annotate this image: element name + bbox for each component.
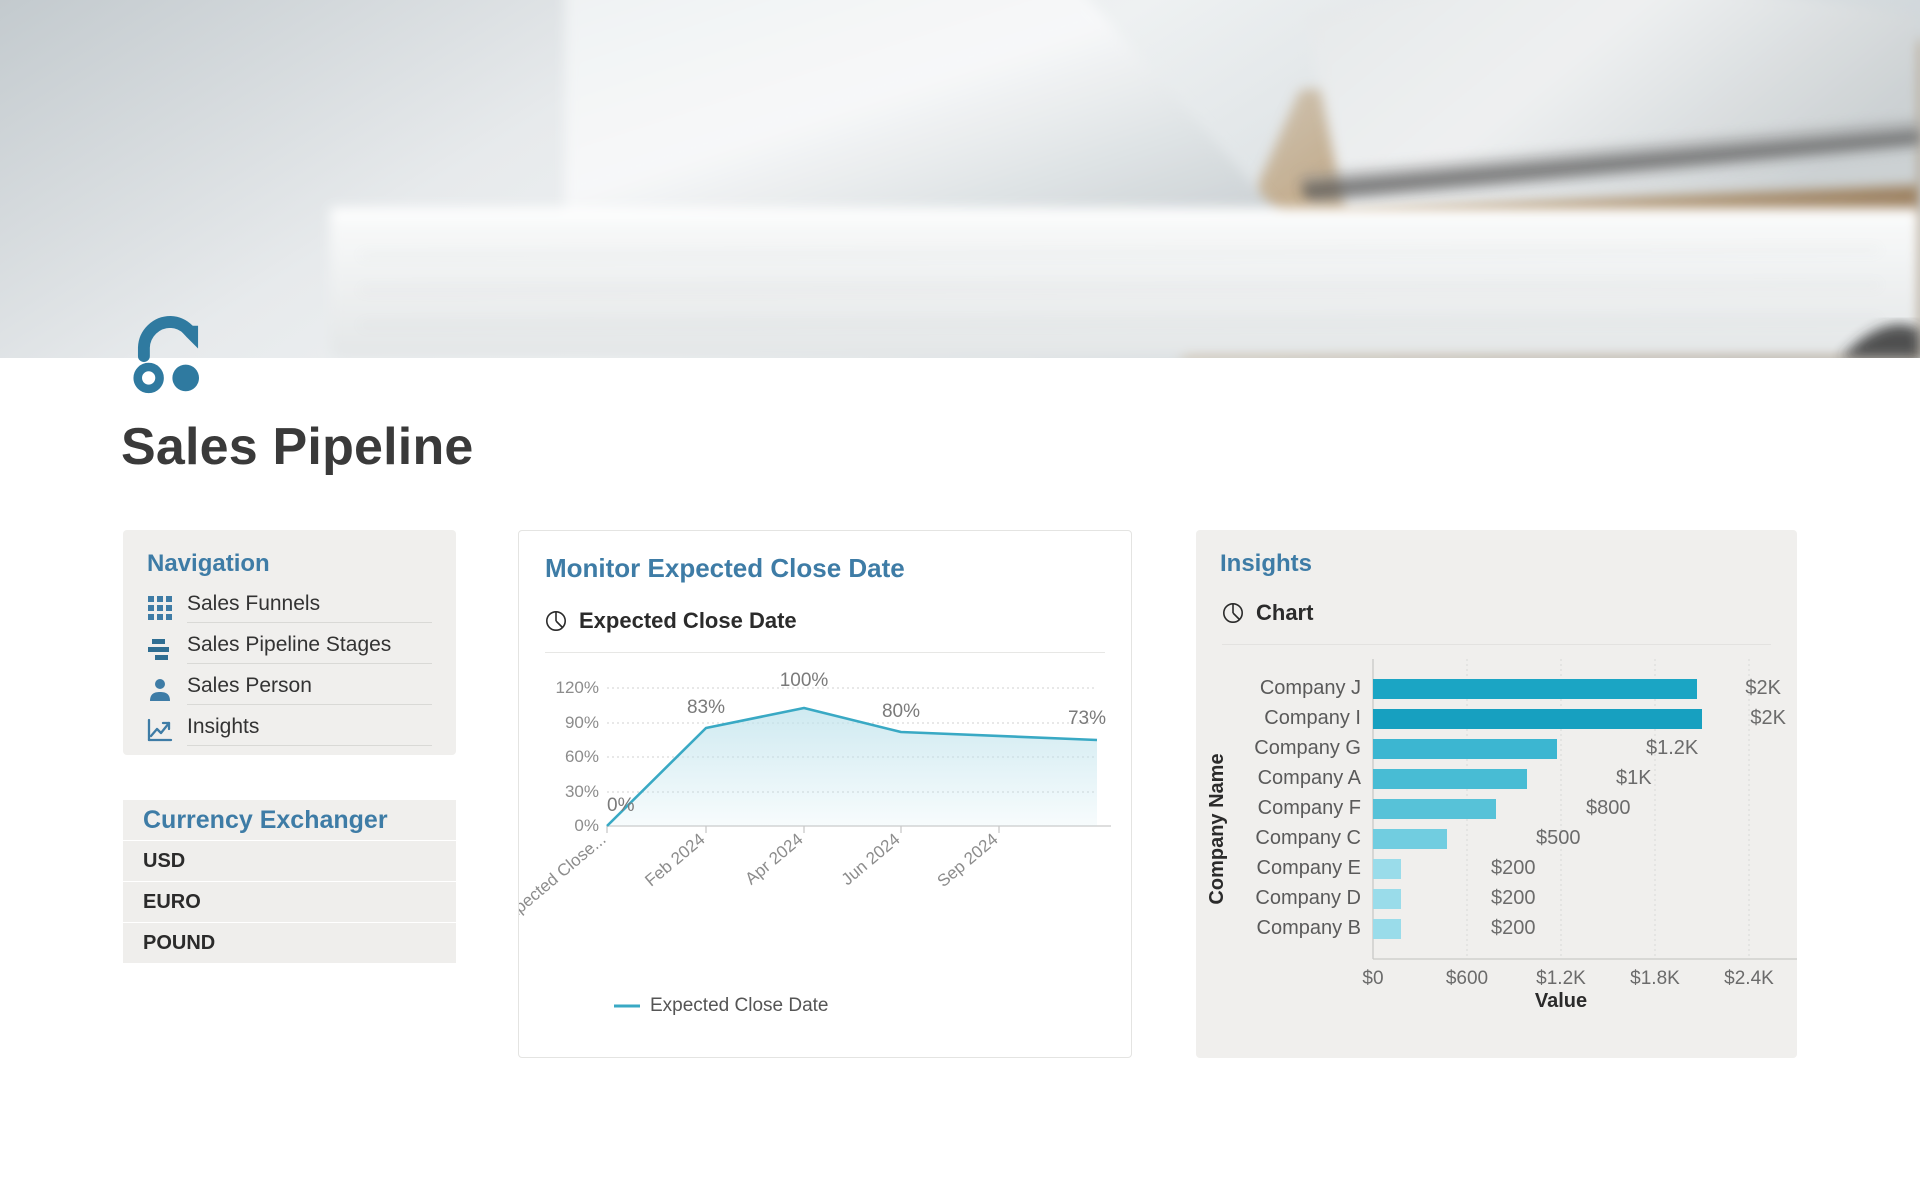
- svg-text:Company B: Company B: [1257, 917, 1362, 939]
- svg-text:0%: 0%: [607, 795, 635, 816]
- svg-text:Company A: Company A: [1258, 767, 1362, 789]
- svg-text:30%: 30%: [565, 782, 599, 801]
- svg-text:$1.2K: $1.2K: [1536, 968, 1586, 989]
- svg-text:Company G: Company G: [1254, 737, 1361, 759]
- svg-text:$600: $600: [1446, 968, 1488, 989]
- svg-text:Feb 2024: Feb 2024: [641, 830, 708, 891]
- svg-text:60%: 60%: [565, 747, 599, 766]
- svg-text:80%: 80%: [882, 701, 920, 722]
- svg-text:Company Name: Company Name: [1206, 753, 1228, 904]
- svg-text:Company J: Company J: [1260, 677, 1361, 699]
- svg-text:$2K: $2K: [1745, 677, 1781, 699]
- svg-text:Company D: Company D: [1255, 887, 1361, 909]
- svg-text:$1K: $1K: [1616, 767, 1652, 789]
- svg-text:Jun 2024: Jun 2024: [838, 830, 904, 890]
- svg-text:90%: 90%: [565, 713, 599, 732]
- svg-text:Company F: Company F: [1258, 797, 1361, 819]
- svg-text:$2.4K: $2.4K: [1724, 968, 1774, 989]
- svg-text:$1.8K: $1.8K: [1630, 968, 1680, 989]
- svg-text:$200: $200: [1491, 857, 1536, 879]
- svg-text:120%: 120%: [556, 678, 599, 697]
- svg-text:$500: $500: [1536, 827, 1581, 849]
- svg-text:73%: 73%: [1068, 708, 1106, 729]
- svg-text:83%: 83%: [687, 697, 725, 718]
- svg-text:Company C: Company C: [1255, 827, 1361, 849]
- svg-text:$0: $0: [1362, 968, 1383, 989]
- svg-text:$200: $200: [1491, 917, 1536, 939]
- svg-text:Sep 2024: Sep 2024: [934, 830, 1002, 891]
- svg-text:$2K: $2K: [1750, 707, 1786, 729]
- svg-text:Company E: Company E: [1257, 857, 1362, 879]
- svg-text:$1.2K: $1.2K: [1646, 737, 1699, 759]
- svg-text:Apr 2024: Apr 2024: [742, 830, 807, 889]
- svg-text:Value: Value: [1535, 990, 1587, 1009]
- svg-text:$200: $200: [1491, 887, 1536, 909]
- svg-text:$800: $800: [1586, 797, 1631, 819]
- svg-text:100%: 100%: [780, 670, 829, 691]
- svg-text:No Expected Close...: No Expected Close...: [519, 830, 610, 947]
- svg-text:Company I: Company I: [1264, 707, 1361, 729]
